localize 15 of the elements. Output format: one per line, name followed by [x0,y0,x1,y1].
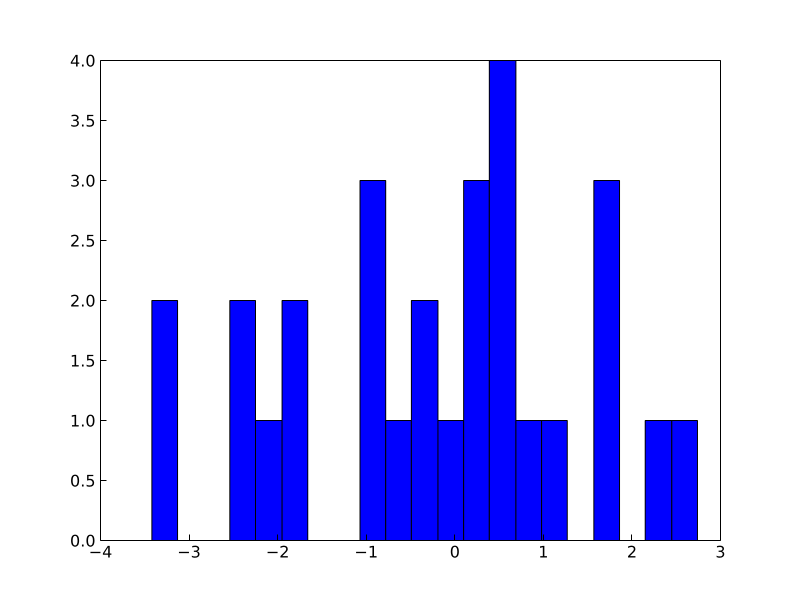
x-tick-label: −2 [266,542,290,562]
y-tick-label: 0.5 [70,472,96,490]
y-tick-label: 3.5 [70,112,96,130]
y-tick-label: 2.0 [70,292,96,310]
y-tick-label: 1.5 [70,352,96,370]
x-tick-label: 3 [715,542,726,562]
x-tick-label: 1 [538,542,548,562]
x-tick-label: 0 [450,542,460,562]
y-tick-label: 4.0 [70,52,96,70]
y-tick-label: 1.0 [70,412,96,430]
y-tick-label: 2.5 [70,232,96,250]
x-tick-label: 2 [626,542,638,562]
x-tick-label: −3 [177,542,201,562]
x-tick-label: −1 [354,542,378,562]
y-tick-label: 3.0 [70,172,96,190]
